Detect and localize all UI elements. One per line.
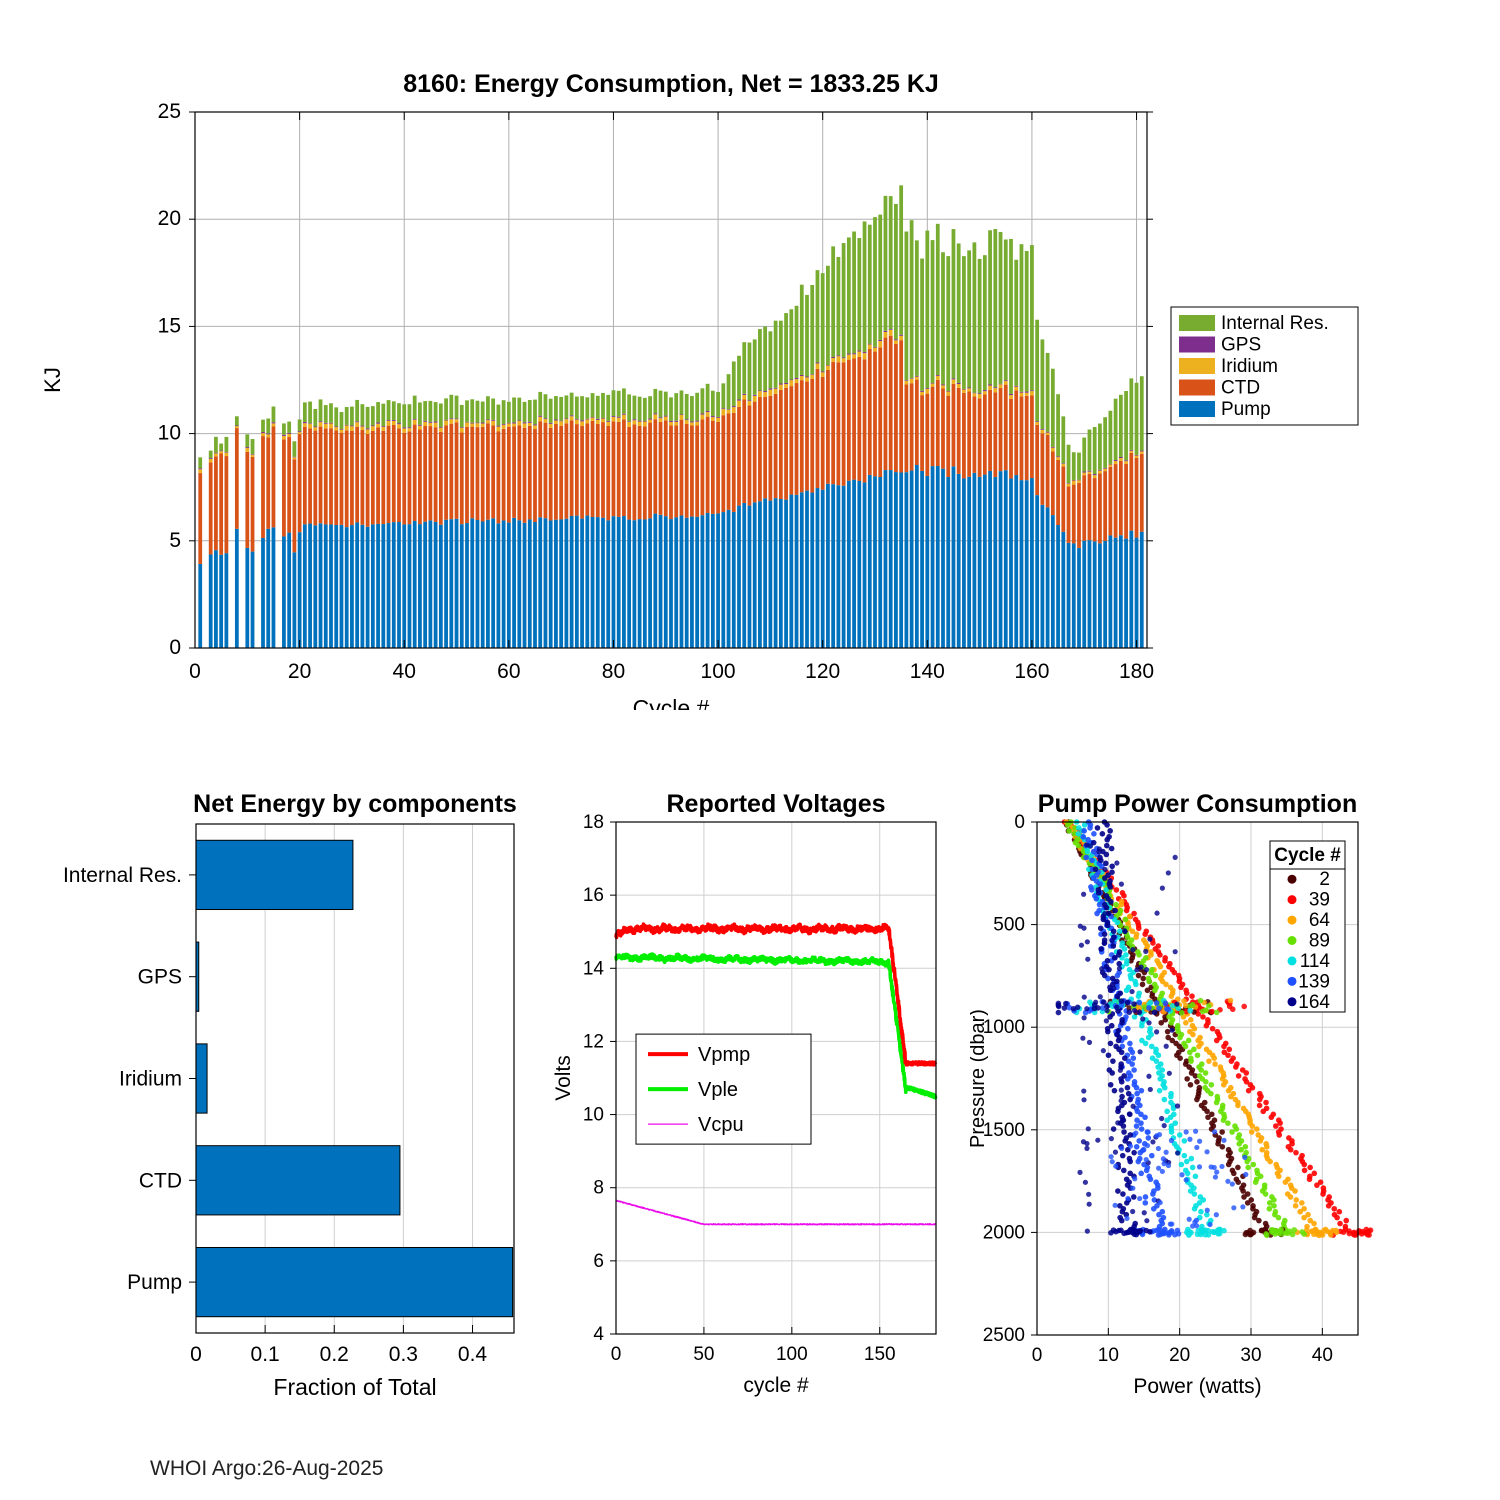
svg-text:0: 0 (1032, 1345, 1043, 1366)
svg-text:500: 500 (993, 915, 1025, 936)
svg-text:100: 100 (701, 660, 736, 683)
svg-text:Reported Voltages: Reported Voltages (666, 790, 885, 818)
svg-text:160: 160 (1014, 660, 1049, 683)
svg-text:2: 2 (1319, 869, 1330, 890)
svg-text:20: 20 (288, 660, 311, 683)
svg-text:0.4: 0.4 (458, 1343, 488, 1366)
svg-text:25: 25 (158, 100, 181, 123)
svg-text:Iridium: Iridium (1221, 356, 1278, 377)
svg-text:10: 10 (1098, 1345, 1119, 1366)
svg-text:18: 18 (583, 812, 604, 833)
svg-text:14: 14 (583, 958, 605, 979)
svg-text:139: 139 (1298, 971, 1330, 992)
svg-text:Vple: Vple (698, 1079, 738, 1101)
svg-text:Volts: Volts (552, 1055, 575, 1101)
svg-text:164: 164 (1298, 992, 1330, 1013)
svg-text:CTD: CTD (1221, 378, 1260, 399)
svg-text:0: 0 (190, 1343, 202, 1366)
svg-text:8160: Energy Consumption, Net: 8160: Energy Consumption, Net = 1833.25 … (403, 70, 939, 98)
svg-text:60: 60 (497, 660, 520, 683)
svg-text:Vcpu: Vcpu (698, 1114, 744, 1136)
svg-text:Vpmp: Vpmp (698, 1044, 750, 1066)
svg-text:140: 140 (910, 660, 945, 683)
svg-text:CTD: CTD (139, 1169, 182, 1192)
svg-text:0: 0 (169, 636, 181, 659)
svg-text:0.2: 0.2 (320, 1343, 349, 1366)
svg-text:1500: 1500 (983, 1120, 1025, 1141)
svg-text:10: 10 (158, 422, 181, 445)
svg-text:40: 40 (393, 660, 416, 683)
svg-text:10: 10 (583, 1105, 604, 1126)
svg-text:Pump: Pump (1221, 399, 1271, 420)
svg-text:150: 150 (864, 1344, 896, 1365)
svg-text:Fraction of Total: Fraction of Total (273, 1374, 436, 1400)
svg-text:16: 16 (583, 885, 604, 906)
svg-text:6: 6 (593, 1251, 604, 1272)
svg-text:8: 8 (593, 1178, 604, 1199)
svg-text:0: 0 (189, 660, 201, 683)
svg-text:114: 114 (1300, 951, 1331, 972)
svg-text:Iridium: Iridium (119, 1068, 182, 1091)
svg-text:2500: 2500 (983, 1325, 1025, 1346)
svg-text:20: 20 (158, 207, 181, 230)
svg-text:39: 39 (1309, 890, 1330, 911)
svg-text:30: 30 (1240, 1345, 1261, 1366)
svg-text:Pump: Pump (127, 1271, 182, 1294)
svg-text:180: 180 (1119, 660, 1154, 683)
svg-text:Cycle #: Cycle # (633, 695, 710, 710)
svg-text:50: 50 (693, 1344, 714, 1365)
svg-text:15: 15 (158, 314, 181, 337)
svg-text:80: 80 (602, 660, 625, 683)
svg-text:12: 12 (583, 1031, 604, 1052)
svg-text:0: 0 (1014, 812, 1025, 833)
svg-text:Pump Power Consumption: Pump Power Consumption (1038, 790, 1357, 818)
svg-text:KJ: KJ (40, 367, 65, 393)
svg-text:5: 5 (169, 529, 181, 552)
svg-text:1000: 1000 (983, 1017, 1025, 1038)
svg-text:Power (watts): Power (watts) (1133, 1375, 1261, 1398)
svg-text:GPS: GPS (138, 966, 182, 989)
svg-text:GPS: GPS (1221, 335, 1261, 356)
svg-text:0: 0 (611, 1344, 622, 1365)
svg-text:0.1: 0.1 (251, 1343, 280, 1366)
svg-text:2000: 2000 (983, 1222, 1025, 1243)
svg-text:120: 120 (805, 660, 840, 683)
svg-text:20: 20 (1169, 1345, 1190, 1366)
svg-text:Internal Res.: Internal Res. (63, 864, 182, 887)
svg-text:4: 4 (593, 1324, 604, 1345)
svg-text:Pressure (dbar): Pressure (dbar) (970, 1009, 989, 1148)
svg-text:40: 40 (1312, 1345, 1333, 1366)
svg-text:Net Energy by components: Net Energy by components (193, 790, 517, 818)
svg-text:100: 100 (776, 1344, 808, 1365)
svg-text:89: 89 (1309, 931, 1330, 952)
svg-text:Cycle #: Cycle # (1274, 845, 1341, 866)
svg-text:0.3: 0.3 (389, 1343, 418, 1366)
svg-text:64: 64 (1309, 910, 1331, 931)
svg-text:Internal Res.: Internal Res. (1221, 313, 1329, 334)
svg-text:cycle #: cycle # (743, 1374, 809, 1397)
